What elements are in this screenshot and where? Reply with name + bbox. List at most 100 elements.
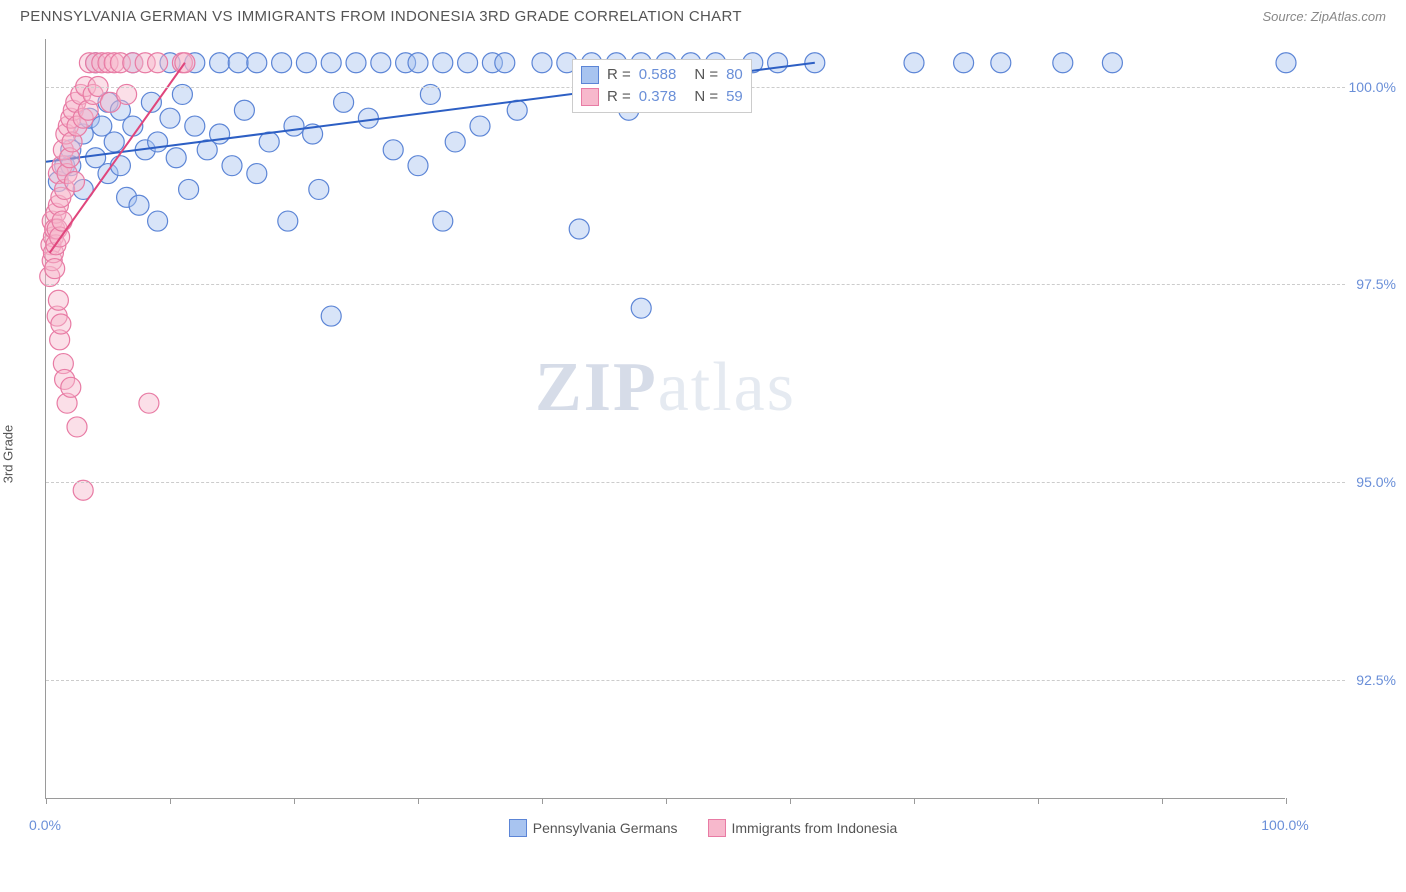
x-tick	[542, 798, 543, 804]
stat-r-value: 0.588	[639, 66, 677, 83]
data-point	[179, 179, 199, 199]
data-point	[408, 53, 428, 73]
data-point	[321, 306, 341, 326]
stat-swatch	[581, 88, 599, 106]
data-point	[222, 156, 242, 176]
data-point	[247, 164, 267, 184]
data-point	[458, 53, 478, 73]
data-point	[110, 156, 130, 176]
gridline	[46, 284, 1345, 285]
data-point	[61, 377, 81, 397]
data-point	[185, 116, 205, 136]
stat-n-label: N =	[694, 66, 718, 83]
bottom-legend: Pennsylvania Germans Immigrants from Indo…	[0, 819, 1406, 840]
data-point	[45, 259, 65, 279]
data-point	[433, 211, 453, 231]
data-point	[284, 116, 304, 136]
y-tick-label: 95.0%	[1356, 474, 1396, 490]
correlation-stat-box: R = 0.588 N = 80 R = 0.378 N = 59	[572, 59, 752, 113]
data-point	[631, 298, 651, 318]
data-point	[272, 53, 292, 73]
data-point	[495, 53, 515, 73]
title-bar: PENNSYLVANIA GERMAN VS IMMIGRANTS FROM I…	[0, 0, 1406, 29]
stat-n-label: N =	[694, 88, 718, 105]
plot-area: ZIPatlas	[45, 39, 1285, 799]
y-tick-label: 100.0%	[1349, 79, 1396, 95]
legend-label: Pennsylvania Germans	[533, 820, 678, 836]
data-point	[358, 108, 378, 128]
data-point	[278, 211, 298, 231]
x-axis-label: 100.0%	[1261, 817, 1308, 833]
data-point	[954, 53, 974, 73]
stat-r-value: 0.378	[639, 88, 677, 105]
data-point	[346, 53, 366, 73]
data-point	[259, 132, 279, 152]
y-axis-label: 3rd Grade	[1, 425, 16, 484]
stat-row: R = 0.588N = 80	[581, 64, 743, 86]
legend-label: Immigrants from Indonesia	[732, 820, 898, 836]
data-point	[52, 211, 72, 231]
stat-row: R = 0.378 N = 59	[581, 86, 743, 108]
gridline	[46, 482, 1345, 483]
chart-container: 3rd Grade ZIPatlas Pennsylvania Germans I…	[0, 29, 1406, 879]
x-tick	[418, 798, 419, 804]
gridline	[46, 680, 1345, 681]
data-point	[247, 53, 267, 73]
stat-n-value: 80	[726, 66, 743, 83]
x-tick	[790, 798, 791, 804]
data-point	[166, 148, 186, 168]
data-point	[433, 53, 453, 73]
source-attribution: Source: ZipAtlas.com	[1262, 9, 1386, 24]
y-tick-label: 97.5%	[1356, 276, 1396, 292]
source-prefix: Source:	[1262, 9, 1310, 24]
data-point	[67, 417, 87, 437]
data-point	[160, 108, 180, 128]
data-point	[768, 53, 788, 73]
x-tick	[294, 798, 295, 804]
data-point	[104, 132, 124, 152]
data-point	[334, 92, 354, 112]
legend-item: Pennsylvania Germans	[509, 819, 678, 837]
data-point	[371, 53, 391, 73]
data-point	[507, 100, 527, 120]
data-point	[1276, 53, 1296, 73]
chart-title: PENNSYLVANIA GERMAN VS IMMIGRANTS FROM I…	[20, 8, 742, 25]
data-point	[129, 195, 149, 215]
data-point	[408, 156, 428, 176]
data-point	[1053, 53, 1073, 73]
data-point	[445, 132, 465, 152]
legend-swatch	[708, 819, 726, 837]
data-point	[532, 53, 552, 73]
stat-n-value: 59	[726, 88, 743, 105]
data-point	[321, 53, 341, 73]
data-point	[569, 219, 589, 239]
data-point	[991, 53, 1011, 73]
data-point	[383, 140, 403, 160]
data-point	[210, 53, 230, 73]
data-point	[234, 100, 254, 120]
x-tick	[1286, 798, 1287, 804]
data-point	[296, 53, 316, 73]
data-point	[1102, 53, 1122, 73]
x-tick	[1162, 798, 1163, 804]
stat-swatch	[581, 66, 599, 84]
data-point	[904, 53, 924, 73]
x-tick	[666, 798, 667, 804]
data-point	[228, 53, 248, 73]
data-point	[51, 314, 71, 334]
data-point	[148, 53, 168, 73]
data-point	[470, 116, 490, 136]
source-name: ZipAtlas.com	[1311, 9, 1386, 24]
data-point	[148, 211, 168, 231]
legend-swatch	[509, 819, 527, 837]
x-axis-label: 0.0%	[29, 817, 61, 833]
x-tick	[170, 798, 171, 804]
data-point	[48, 290, 68, 310]
data-point	[139, 393, 159, 413]
x-tick	[1038, 798, 1039, 804]
y-tick-label: 92.5%	[1356, 672, 1396, 688]
scatter-svg	[46, 39, 1285, 798]
legend-item: Immigrants from Indonesia	[708, 819, 898, 837]
stat-r-label: R =	[607, 88, 631, 105]
data-point	[65, 172, 85, 192]
